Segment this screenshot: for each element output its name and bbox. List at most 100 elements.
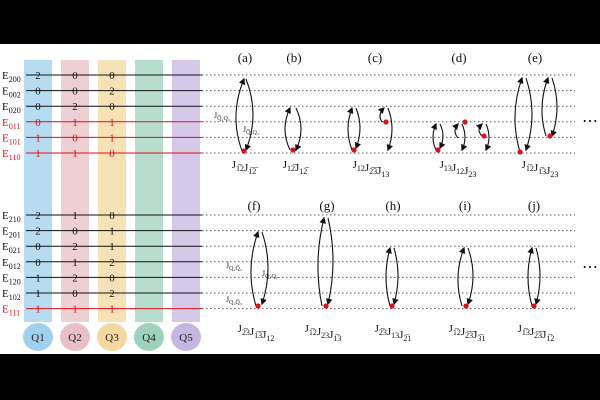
qubit-bubble-q1 (23, 323, 53, 351)
transition-arrow (235, 77, 246, 152)
level-digit: 1 (72, 210, 78, 222)
level-digit: 1 (72, 117, 78, 129)
level-digit: 0 (72, 86, 78, 98)
transition-arrow (347, 106, 354, 151)
level-digit: 1 (72, 257, 78, 269)
panel-label-f: (f) (248, 198, 261, 213)
qubit-column-q4 (135, 60, 163, 322)
qubit-label-q3: Q3 (105, 332, 119, 344)
coupling-label-a-upper: JQ̅₁Q₃ (214, 111, 230, 122)
energy-levels: E200 2 0 0 E002 0 0 2 E020 0 2 0 E011 0 1 1 E101 1 0 1 E110 1… (2, 70, 575, 318)
level-digit: 2 (35, 70, 41, 82)
level-digit: 0 (35, 117, 41, 129)
transition-arrow (466, 247, 474, 306)
panel-labels: (a) (b) (c) (d) (e) (f) (g) (h) (i) (j) (238, 50, 542, 213)
panel-label-h: (h) (385, 198, 400, 213)
level-digit: 1 (109, 241, 115, 253)
j-product-label: J2̅3J13J2̅1 (375, 323, 412, 343)
level-digit: 0 (72, 132, 78, 144)
qubit-column-q2 (61, 60, 89, 322)
coupling-label-a-lower: JQ̅₁Q₃ (243, 125, 259, 136)
level-digit: 0 (109, 101, 115, 113)
transition-arrow (550, 77, 558, 138)
initial-state-dot (531, 303, 537, 309)
j-product-label: J1̅2J2̅3̅J3̅1 (449, 323, 486, 343)
level-digit: 0 (72, 226, 78, 238)
panel-label-e: (e) (528, 50, 542, 65)
coupling-product-labels: J1̅2J1̅2̅ J12̅J12̅ J12J2̅3̅J13 J13J12J23 J1̅… (232, 159, 559, 343)
coupling-label-f-lower: JQ₂Q̅₃ (226, 295, 242, 306)
qubit-label-q2: Q2 (68, 332, 81, 344)
level-label-012: E012 (2, 257, 21, 271)
level-digit: 2 (109, 257, 115, 269)
transition-arrow (534, 247, 541, 306)
qubit-bubble-q4 (134, 323, 164, 351)
initial-state-dot (255, 303, 261, 309)
level-label-021: E021 (2, 241, 21, 255)
transition-arrow (457, 246, 466, 307)
level-label-120: E120 (2, 272, 21, 286)
qubit-label-q4: Q4 (142, 332, 156, 344)
j-product-label: J12J2̅3̅J13 (353, 159, 390, 179)
panel-label-j: (j) (528, 198, 540, 213)
initial-state-dot (351, 147, 357, 153)
initial-state-dot (383, 119, 389, 125)
transition-arrow (485, 123, 492, 152)
coupling-label-f-mid: JQ₁Q₂ (262, 269, 278, 280)
level-label-020: E020 (2, 101, 21, 115)
level-digit: 0 (72, 70, 78, 82)
level-label-111: E111 (2, 304, 20, 318)
panel-label-g: (g) (319, 198, 334, 213)
level-digit: 1 (35, 148, 41, 160)
level-label-210: E210 (2, 210, 21, 224)
transition-arrow (325, 217, 334, 306)
transition-arrow (439, 123, 446, 150)
transition-arrow (284, 106, 291, 151)
initial-state-dot (389, 303, 395, 309)
initial-state-dot (290, 147, 296, 153)
transition-arrow (317, 216, 326, 307)
transition-arrow (377, 107, 385, 123)
level-digit: 0 (35, 86, 41, 98)
level-label-011: E011 (2, 117, 20, 131)
transition-arrow (295, 107, 302, 152)
level-digit: 1 (109, 304, 115, 316)
transition-arrow (385, 246, 392, 307)
level-digit: 1 (109, 132, 115, 144)
panel-label-a: (a) (238, 50, 252, 65)
initial-state-dot (547, 133, 553, 139)
transition-arrow (244, 78, 254, 152)
panel-label-b: (b) (286, 50, 301, 65)
initial-state-dot (323, 303, 329, 309)
transition-arrow (461, 123, 468, 152)
qubit-columns: Q1 Q2 Q3 Q4 Q5 (23, 60, 201, 351)
transition-arrow (392, 247, 399, 306)
j-product-label: J1̅3J2̅3̅J1̅2 (518, 323, 555, 343)
j-product-label: J1̅2J1̅2̅ (232, 159, 260, 176)
transition-arrow (524, 77, 533, 152)
transition-arrow (452, 122, 459, 139)
transition-arrows (235, 76, 558, 309)
transition-arrow (527, 246, 534, 307)
level-digit: 1 (72, 148, 78, 160)
level-label-200: E200 (2, 70, 21, 84)
level-digit: 1 (35, 132, 41, 144)
level-digit: 2 (109, 86, 115, 98)
level-digit: 2 (35, 210, 41, 222)
level-label-101: E101 (2, 132, 21, 146)
panel-label-c: (c) (368, 50, 382, 65)
qubit-bubble-q2 (60, 323, 90, 351)
qubit-column-q1 (24, 60, 52, 322)
transition-arrow (386, 107, 393, 152)
panel-label-i: (i) (459, 198, 471, 213)
qubit-label-q5: Q5 (179, 332, 193, 344)
transition-arrow (541, 76, 550, 137)
transition-arrow (250, 230, 260, 307)
qubit-column-q5 (172, 60, 200, 322)
level-digit: 2 (72, 241, 78, 253)
level-digit: 0 (35, 257, 41, 269)
transition-arrow (260, 231, 269, 306)
transition-arrow (354, 107, 362, 150)
level-digit: 0 (109, 272, 115, 284)
initial-state-dot (463, 303, 469, 309)
